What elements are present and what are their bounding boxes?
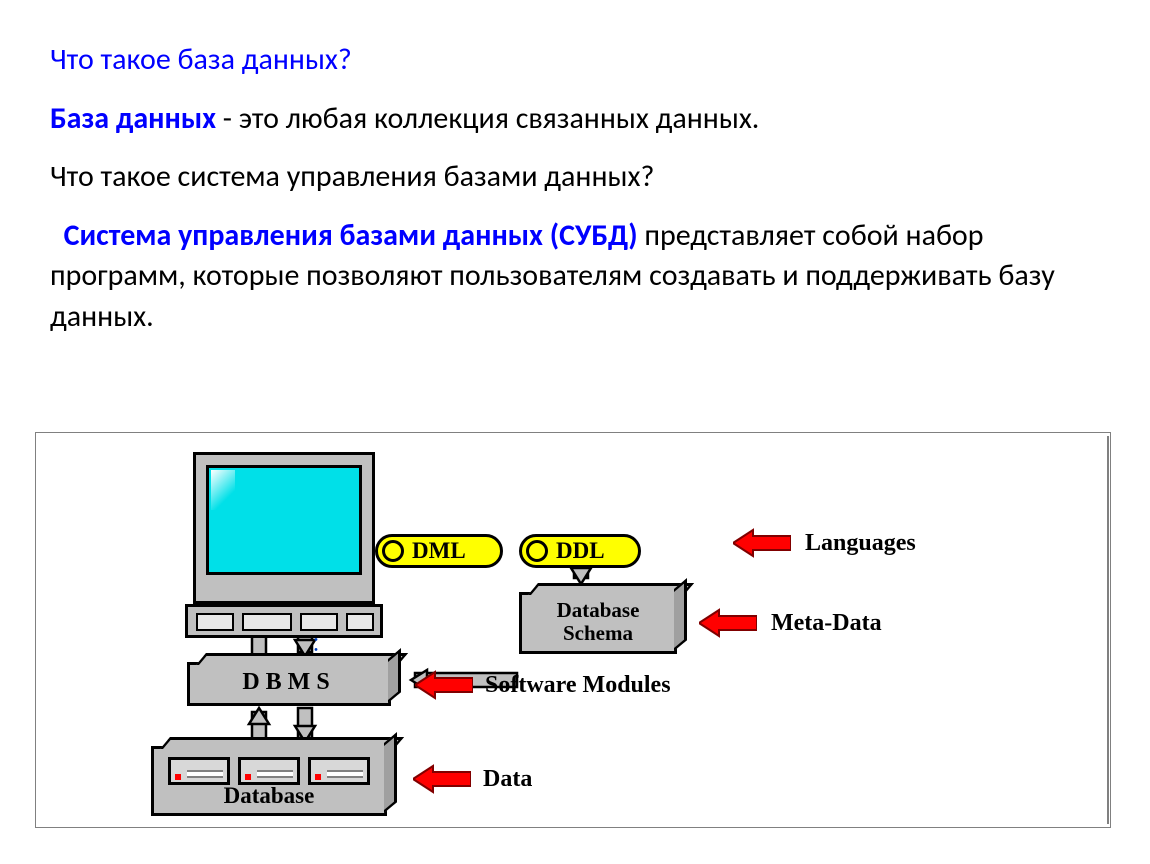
box-database-schema: Database Schema — [519, 592, 677, 654]
label-software-modules: Software Modules — [485, 672, 671, 699]
computer-base: • • • — [185, 604, 383, 638]
definition-1-rest: - это любая коллекция связанных данных. — [216, 100, 759, 137]
pill-ddl: DDL — [519, 534, 641, 568]
computer-icon — [193, 452, 375, 604]
label-languages: Languages — [805, 530, 916, 557]
pill-dml-label: DML — [412, 538, 466, 564]
red-arrow-icon — [699, 608, 757, 638]
ring-icon — [382, 540, 404, 562]
diagram: • • • DML DDL Database Schema DBMS — [35, 432, 1115, 832]
schema-line2: Schema — [522, 622, 674, 645]
diagram-canvas: • • • DML DDL Database Schema DBMS — [35, 432, 1115, 832]
text-block: Что такое база данных? База данных - это… — [50, 40, 1100, 337]
box-database: Database — [151, 746, 387, 816]
indent — [50, 217, 64, 254]
red-arrow-icon — [413, 764, 471, 794]
red-arrow-icon — [733, 528, 791, 558]
box-dbms: DBMS — [187, 662, 391, 706]
label-meta-data: Meta-Data — [771, 610, 882, 637]
dbms-label: DBMS — [242, 669, 335, 695]
disk-icons — [164, 757, 374, 785]
definition-2: Система управления базами данных (СУБД) … — [50, 216, 1100, 338]
pill-ddl-label: DDL — [556, 538, 605, 564]
term-dbms: Система управления базами данных (СУБД) — [64, 217, 638, 254]
disk-icon — [168, 757, 230, 785]
definition-1: База данных - это любая коллекция связан… — [50, 99, 1100, 140]
term-database: База данных — [50, 100, 216, 137]
disk-icon — [308, 757, 370, 785]
slide: Что такое база данных? База данных - это… — [0, 0, 1150, 864]
disk-icon — [238, 757, 300, 785]
question-1: Что такое база данных? — [50, 40, 1100, 81]
arrow-ddl-to-schema-down — [571, 566, 591, 584]
question-2: Что такое система управления базами данн… — [50, 157, 1100, 198]
red-arrow-icon — [415, 670, 473, 700]
database-label: Database — [154, 783, 384, 809]
monitor-screen — [206, 465, 362, 575]
schema-line1: Database — [522, 599, 674, 622]
pill-dml: DML — [375, 534, 503, 568]
ring-icon — [526, 540, 548, 562]
label-data: Data — [483, 766, 532, 793]
